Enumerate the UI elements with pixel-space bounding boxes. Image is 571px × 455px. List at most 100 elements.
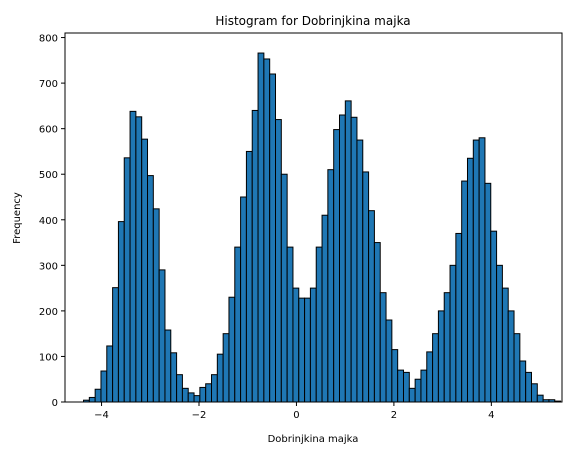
x-tick-label: 4	[488, 410, 494, 421]
histogram-bar	[280, 173, 288, 403]
histogram-bar	[135, 116, 143, 403]
histogram-bar	[321, 214, 329, 403]
histogram-bar	[420, 369, 428, 403]
x-tick-label: 0	[293, 410, 299, 421]
histogram-bar	[94, 388, 102, 403]
histogram-bar	[100, 370, 108, 403]
histogram-bar	[513, 333, 521, 403]
histogram-bar	[309, 287, 317, 403]
histogram-bar	[176, 374, 183, 403]
histogram-bar	[88, 396, 96, 403]
histogram-bar	[402, 371, 410, 403]
histogram-bar	[525, 371, 532, 403]
histogram-bar	[530, 383, 538, 403]
y-tick-label: 700	[39, 79, 58, 90]
histogram-bar	[245, 150, 253, 403]
histogram-bar	[117, 221, 125, 403]
histogram-bar	[187, 392, 195, 403]
histogram-bar	[338, 114, 346, 403]
histogram-bar	[501, 287, 509, 403]
histogram-bar	[379, 292, 387, 403]
histogram-bar	[292, 287, 300, 403]
histogram-bar	[437, 310, 445, 403]
histogram-bar	[286, 246, 294, 403]
y-tick-label: 0	[52, 398, 58, 409]
histogram-bar	[455, 232, 463, 403]
histogram-bar	[333, 129, 340, 403]
histogram-bar	[205, 383, 213, 403]
y-tick-label: 200	[39, 307, 58, 318]
histogram-bar	[222, 333, 230, 403]
histogram-bar	[181, 387, 189, 403]
y-tick-label: 800	[39, 34, 58, 45]
histogram-bar	[484, 182, 492, 403]
histogram-bar	[263, 58, 271, 403]
histogram-bar	[158, 269, 166, 403]
histogram-bar	[466, 157, 474, 403]
histogram-bar	[199, 386, 207, 403]
histogram-bar	[129, 110, 137, 403]
histogram-bar	[356, 139, 364, 403]
x-tick-label: −2	[192, 410, 207, 421]
histogram-bar	[228, 296, 236, 403]
histogram-bar	[350, 116, 358, 403]
histogram-bar	[327, 169, 335, 403]
histogram-bar	[304, 297, 311, 403]
plot-frame	[64, 32, 563, 403]
y-tick-label: 100	[39, 352, 58, 363]
histogram-bar	[536, 394, 544, 403]
histogram-bar	[373, 242, 381, 403]
histogram-bar	[257, 52, 265, 403]
x-axis-label: Dobrinjkina majka	[268, 434, 359, 445]
histogram-bar	[315, 246, 323, 403]
x-tick-label: −4	[94, 410, 109, 421]
y-axis: 0 100 200 300 400 500 600 700 800	[39, 34, 65, 409]
histogram-bar	[234, 246, 242, 403]
histogram-bar	[478, 137, 486, 403]
histogram-bar	[344, 100, 352, 403]
histogram-bar	[362, 171, 370, 403]
histogram-bar	[211, 374, 218, 403]
histogram-bar	[275, 119, 282, 403]
histogram-bar	[216, 353, 224, 403]
y-tick-label: 600	[39, 125, 58, 136]
histogram-bar	[385, 319, 393, 403]
chart-title: Histogram for Dobrinjkina majka	[215, 14, 410, 28]
y-tick-label: 300	[39, 261, 58, 272]
histogram-bar	[147, 175, 154, 403]
histogram-bar	[170, 352, 178, 403]
histogram-bar	[397, 369, 404, 403]
bars-group	[83, 52, 562, 403]
histogram-bar	[432, 333, 439, 403]
histogram-bar	[152, 208, 160, 403]
histogram-bar	[123, 157, 131, 403]
histogram-bar	[251, 109, 259, 403]
histogram-bar	[461, 180, 468, 403]
y-axis-label: Frequency	[12, 192, 23, 244]
histogram-bar	[298, 297, 306, 403]
histogram-bar	[519, 360, 527, 403]
histogram-bar	[472, 139, 480, 403]
histogram-bar	[426, 351, 434, 403]
histogram-bar	[507, 310, 515, 403]
y-tick-label: 400	[39, 216, 58, 227]
histogram-bar	[391, 349, 399, 403]
histogram-bar	[112, 287, 119, 403]
x-tick-label: 2	[391, 410, 397, 421]
histogram-bar	[269, 73, 277, 403]
histogram-bar	[490, 230, 498, 403]
histogram-bar	[240, 196, 247, 403]
histogram-bar	[141, 138, 149, 403]
x-axis: −4 −2 0 2 4	[94, 402, 495, 421]
y-tick-label: 500	[39, 170, 58, 181]
histogram-bar	[496, 264, 503, 403]
histogram-bar	[164, 329, 172, 403]
histogram-bar	[449, 264, 457, 403]
histogram-bar	[408, 387, 416, 403]
histogram-bar	[414, 378, 422, 403]
histogram-bar	[193, 395, 201, 403]
histogram-bar	[368, 210, 375, 403]
histogram-bar	[443, 292, 451, 403]
histogram-bar	[106, 345, 114, 403]
